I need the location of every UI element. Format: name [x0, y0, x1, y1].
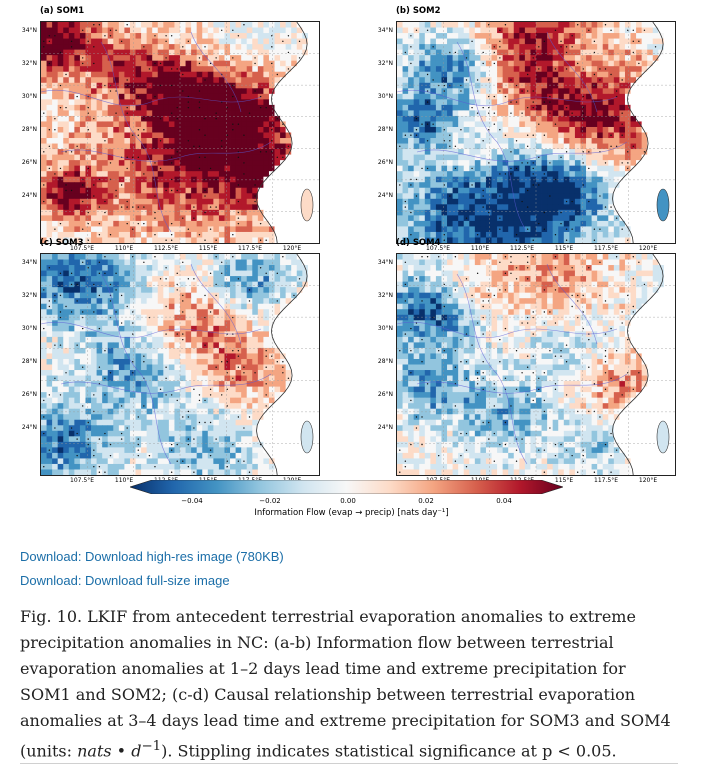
latitude-label: 34°N	[377, 27, 393, 34]
colorbar-tick-label: 0.04	[496, 497, 512, 505]
longitude-label: 112.5°E	[510, 245, 534, 252]
figure: (a) SOM1 34°N 32°N 30°N 28°N 26°N 24°N 107.5°E 1…	[21, 6, 676, 518]
latitude-label: 26°N	[21, 159, 37, 166]
longitude-label: 115°E	[554, 245, 574, 252]
latitude-label: 24°N	[21, 192, 37, 199]
panel-title: (a) SOM1	[40, 6, 85, 16]
longitude-label: 110°E	[114, 245, 134, 252]
longitude-label: 112.5°E	[154, 245, 178, 252]
longitude-label: 120°E	[282, 245, 302, 252]
latitude-label: 24°N	[377, 424, 393, 431]
colorbar	[130, 480, 563, 494]
figure-caption: Fig. 10. LKIF from antecedent terrestria…	[20, 604, 680, 764]
map-heatmap	[397, 254, 675, 475]
caption-units-exponent: −1	[141, 739, 162, 754]
map-panel	[396, 21, 676, 244]
longitude-label: 107.5°E	[70, 245, 94, 252]
latitude-label: 32°N	[377, 292, 393, 299]
latitude-label: 32°N	[21, 292, 37, 299]
map-panel	[396, 253, 676, 476]
longitude-label: 117.5°E	[594, 477, 618, 484]
latitude-label: 34°N	[21, 27, 37, 34]
latitude-label: 26°N	[377, 159, 393, 166]
caption-text-end: ). Stippling indicates statistical signi…	[161, 741, 617, 761]
latitude-label: 24°N	[21, 424, 37, 431]
latitude-label: 28°N	[21, 358, 37, 365]
divider	[20, 763, 678, 764]
longitude-label: 107.5°E	[70, 477, 94, 484]
latitude-label: 34°N	[377, 259, 393, 266]
latitude-label: 28°N	[377, 358, 393, 365]
longitude-label: 115°E	[554, 477, 574, 484]
caption-text: Fig. 10. LKIF from antecedent terrestria…	[20, 607, 671, 761]
latitude-label: 30°N	[21, 325, 37, 332]
latitude-label: 32°N	[377, 60, 393, 67]
latitude-label: 28°N	[377, 126, 393, 133]
colorbar-tick-label: −0.02	[259, 497, 281, 505]
latitude-label: 34°N	[21, 259, 37, 266]
panel-title: (d) SOM4	[396, 238, 441, 248]
longitude-label: 117.5°E	[238, 245, 262, 252]
map-heatmap	[41, 22, 319, 243]
panel-title: (b) SOM2	[396, 6, 441, 16]
map-panel	[40, 21, 320, 244]
latitude-label: 26°N	[377, 391, 393, 398]
colorbar-tick-label: −0.04	[181, 497, 203, 505]
longitude-label: 120°E	[638, 245, 658, 252]
latitude-label: 30°N	[21, 93, 37, 100]
longitude-label: 115°E	[198, 245, 218, 252]
latitude-label: 30°N	[377, 93, 393, 100]
map-heatmap	[41, 254, 319, 475]
colorbar-tick-label: 0.00	[340, 497, 356, 505]
map-heatmap	[397, 22, 675, 243]
colorbar-gradient	[130, 480, 563, 494]
colorbar-label: Information Flow (evap → precip) [nats d…	[254, 508, 449, 518]
download-fullsize-link[interactable]: Download: Download full-size image	[20, 573, 230, 588]
download-highres-link[interactable]: Download: Download high-res image (780KB…	[20, 549, 284, 564]
caption-units: nats • d	[77, 741, 142, 761]
longitude-label: 117.5°E	[594, 245, 618, 252]
latitude-label: 26°N	[21, 391, 37, 398]
panel-title: (c) SOM3	[40, 238, 84, 248]
longitude-label: 110°E	[114, 477, 134, 484]
download-links: Download: Download high-res image (780KB…	[20, 545, 284, 593]
longitude-label: 107.5°E	[426, 245, 450, 252]
latitude-label: 28°N	[21, 126, 37, 133]
longitude-label: 120°E	[638, 477, 658, 484]
latitude-label: 24°N	[377, 192, 393, 199]
longitude-label: 110°E	[470, 245, 490, 252]
latitude-label: 30°N	[377, 325, 393, 332]
map-panel	[40, 253, 320, 476]
colorbar-tick-label: 0.02	[418, 497, 434, 505]
latitude-label: 32°N	[21, 60, 37, 67]
